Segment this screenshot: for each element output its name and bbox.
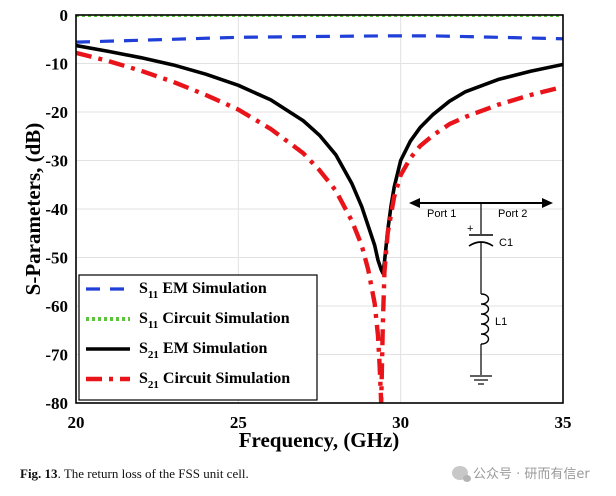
legend: S11 EM Simulation S11 Circuit Simulation S… bbox=[78, 274, 318, 401]
y-tick-label: -40 bbox=[45, 200, 68, 219]
circuit-inset: Port 1 Port 2 + C1 L1 bbox=[409, 198, 553, 385]
s-parameter-chart: 20 25 30 35 0 -10 -20 -30 -40 -50 -60 -70 -80 Port 1… bbox=[21, 6, 572, 452]
y-tick-label: -80 bbox=[45, 394, 68, 413]
watermark-text: 公众号 · 研而有信er bbox=[473, 467, 590, 482]
x-tick-label: 25 bbox=[230, 413, 247, 432]
inductor-coil bbox=[480, 293, 490, 345]
legend-label: S11 EM Simulation bbox=[139, 280, 267, 301]
legend-box bbox=[78, 274, 318, 401]
series-line bbox=[76, 43, 563, 275]
figure-caption: Fig. 13. The return loss of the FSS unit… bbox=[20, 466, 249, 482]
ground-icon bbox=[470, 375, 492, 385]
y-tick-label: -10 bbox=[45, 55, 68, 74]
caption-text: . The return loss of the FSS unit cell. bbox=[57, 466, 249, 481]
x-tick-label: 30 bbox=[392, 413, 409, 432]
x-tick-label: 35 bbox=[555, 413, 572, 432]
port1-arrow-icon bbox=[409, 198, 420, 208]
legend-label: S21 Circuit Simulation bbox=[139, 370, 290, 391]
port2-arrow-icon bbox=[542, 198, 553, 208]
port2-label: Port 2 bbox=[498, 208, 527, 220]
y-tick-label: -60 bbox=[45, 297, 68, 316]
x-axis-label: Frequency, (GHz) bbox=[239, 428, 400, 452]
series-line bbox=[76, 50, 563, 403]
series-line bbox=[76, 34, 563, 44]
axis-ticks: 20 25 30 35 0 -10 -20 -30 -40 -50 -60 -70 -80 bbox=[45, 6, 571, 432]
caption-fig-number: Fig. 13 bbox=[20, 466, 58, 481]
y-axis-label: S-Parameters, (dB) bbox=[21, 123, 45, 296]
x-tick-label: 20 bbox=[68, 413, 85, 432]
y-tick-label: -70 bbox=[45, 346, 68, 365]
y-tick-label: 0 bbox=[60, 6, 69, 25]
plot-frame bbox=[75, 14, 564, 404]
legend-label: S21 EM Simulation bbox=[139, 340, 267, 361]
legend-label: S11 Circuit Simulation bbox=[139, 310, 290, 331]
y-tick-label: -50 bbox=[45, 249, 68, 268]
data-series bbox=[76, 15, 563, 403]
wechat-icon bbox=[452, 465, 471, 482]
watermark: 公众号 · 研而有信er bbox=[452, 463, 590, 482]
inductor-label: L1 bbox=[495, 316, 507, 328]
y-tick-label: -30 bbox=[45, 152, 68, 171]
y-tick-label: -20 bbox=[45, 103, 68, 122]
port1-label: Port 1 bbox=[427, 208, 456, 220]
capacitor-label: C1 bbox=[499, 237, 513, 249]
capacitor-polarity: + bbox=[467, 223, 473, 235]
